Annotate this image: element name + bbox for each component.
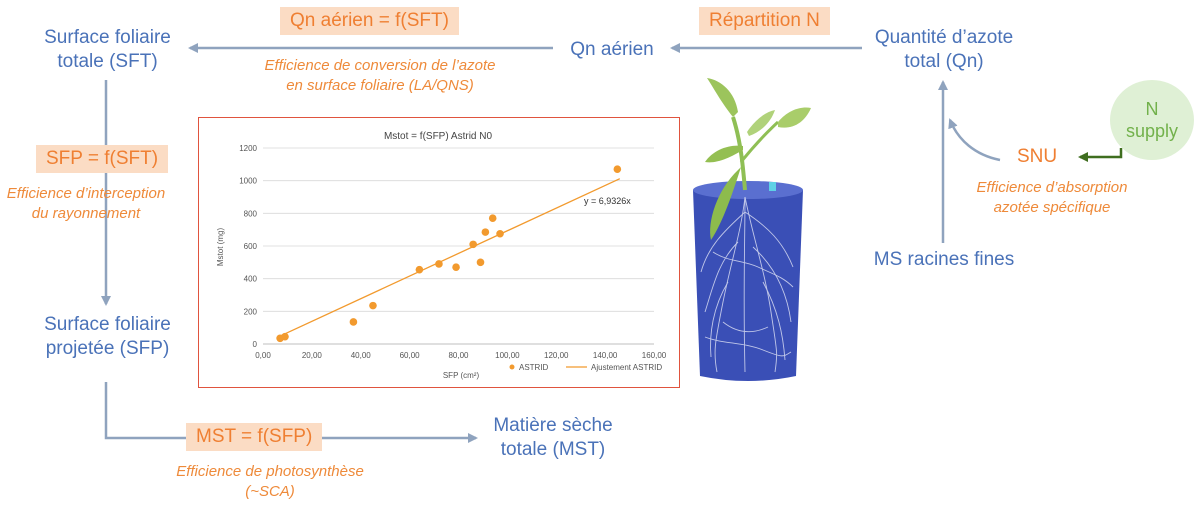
chart-legend: ASTRID Ajustement ASTRID bbox=[509, 363, 662, 372]
x-tick-label: 40,00 bbox=[351, 351, 372, 360]
data-point bbox=[452, 263, 460, 272]
plant-stem bbox=[731, 116, 747, 191]
node-sfp-line1: Surface foliaire bbox=[44, 314, 171, 335]
plant-leaf bbox=[778, 107, 811, 128]
node-mst-line2: totale (MST) bbox=[500, 439, 606, 460]
fit-line bbox=[279, 178, 621, 337]
y-tick-label: 0 bbox=[253, 340, 258, 349]
efficiency-interception-line1: Efficience d’interception bbox=[6, 185, 166, 202]
node-sft: Surface foliaire totale (SFT) bbox=[20, 26, 195, 74]
n-supply-line1: N bbox=[1145, 99, 1159, 119]
efficiency-conversion-line1: Efficience de conversion de l’azote bbox=[264, 57, 496, 74]
box-sfp-sft: SFP = f(SFT) bbox=[36, 145, 169, 173]
data-point bbox=[369, 301, 377, 310]
efficiency-photosynthese: Efficience de photosynthèse (~SCA) bbox=[150, 462, 390, 502]
plant-pot-photo bbox=[693, 78, 811, 381]
data-point bbox=[349, 318, 358, 326]
y-tick-label: 400 bbox=[244, 275, 258, 284]
chart-points bbox=[276, 165, 622, 343]
chart-title: Mstot = f(SFP) Astrid N0 bbox=[384, 131, 493, 142]
node-sft-line2: totale (SFT) bbox=[57, 51, 158, 72]
efficiency-interception-line2: du rayonnement bbox=[31, 205, 141, 222]
x-tick-label: 140,00 bbox=[593, 351, 618, 360]
plant-leaf bbox=[707, 78, 738, 117]
efficiency-absorption-line2: azotée spécifique bbox=[993, 199, 1111, 216]
x-tick-label: 120,00 bbox=[544, 351, 569, 360]
box-repartition: Répartition N bbox=[699, 7, 830, 35]
pot-body bbox=[693, 183, 803, 381]
x-tick-label: 60,00 bbox=[400, 351, 421, 360]
legend-label-fit: Ajustement ASTRID bbox=[591, 363, 662, 372]
node-sfp-line2: projetée (SFP) bbox=[45, 338, 170, 359]
arrow-sfp-to-mst bbox=[104, 382, 478, 443]
chart-annotation: y = 6,9326x bbox=[584, 196, 631, 206]
box-qn-sft: Qn aérien = f(SFT) bbox=[280, 7, 459, 35]
data-point bbox=[415, 265, 424, 274]
data-point bbox=[281, 332, 289, 341]
node-sfp: Surface foliaire projetée (SFP) bbox=[20, 313, 195, 361]
chart-fit-line bbox=[279, 178, 621, 337]
data-point bbox=[469, 240, 477, 249]
arrow-snu-curve bbox=[948, 118, 1001, 162]
efficiency-photosynthese-line2: (~SCA) bbox=[245, 483, 295, 500]
node-ms-racines: MS racines fines bbox=[873, 249, 1015, 270]
node-mst-line1: Matière sèche bbox=[493, 415, 613, 436]
scatter-chart: Mstot = f(SFP) Astrid N0 Mstot (mg) SFP … bbox=[198, 117, 680, 388]
legend-marker-astrid bbox=[509, 364, 515, 370]
x-tick-label: 160,00 bbox=[642, 351, 667, 360]
arrow-supply-to-snu bbox=[1078, 148, 1123, 162]
n-supply-line2: supply bbox=[1125, 121, 1179, 141]
y-tick-label: 200 bbox=[244, 307, 258, 316]
data-point bbox=[481, 228, 490, 236]
chart-xlabel: SFP (cm²) bbox=[443, 371, 480, 380]
node-snu: SNU bbox=[1016, 146, 1058, 167]
box-mst-sfp: MST = f(SFP) bbox=[186, 423, 323, 451]
node-qn-aerien: Qn aérien bbox=[570, 39, 654, 60]
y-tick-label: 1200 bbox=[239, 144, 257, 153]
pot-rim bbox=[693, 181, 803, 199]
chart-svg: Mstot = f(SFP) Astrid N0 Mstot (mg) SFP … bbox=[216, 131, 667, 380]
y-tick-label: 600 bbox=[244, 242, 258, 251]
node-qn-line2: total (Qn) bbox=[904, 51, 984, 72]
chart-ticks: 0 200 400 600 800 1000 1200 0,00 20,00 40,00 60,00… bbox=[239, 144, 667, 360]
x-tick-label: 0,00 bbox=[255, 351, 271, 360]
efficiency-conversion: Efficience de conversion de l’azote en s… bbox=[220, 56, 540, 96]
node-qn-total: Quantité d’azote total (Qn) bbox=[858, 26, 1030, 74]
plant-leaf bbox=[705, 145, 743, 163]
data-point bbox=[488, 214, 497, 223]
data-point bbox=[613, 165, 622, 174]
efficiency-absorption: Efficience d’absorption azotée spécifiqu… bbox=[950, 178, 1154, 218]
n-supply-circle: N supply bbox=[1110, 80, 1194, 160]
efficiency-conversion-line2: en surface foliaire (LA/QNS) bbox=[286, 77, 474, 94]
data-point bbox=[496, 229, 504, 238]
efficiency-absorption-line1: Efficience d’absorption bbox=[976, 179, 1128, 196]
data-point bbox=[435, 260, 443, 268]
node-sft-line1: Surface foliaire bbox=[44, 27, 171, 48]
y-tick-label: 1000 bbox=[239, 177, 257, 186]
data-point bbox=[476, 258, 485, 267]
node-qn-line1: Quantité d’azote bbox=[874, 27, 1014, 48]
legend-label-astrid: ASTRID bbox=[519, 363, 549, 372]
efficiency-photosynthese-line1: Efficience de photosynthèse bbox=[176, 463, 364, 480]
y-tick-label: 800 bbox=[244, 209, 258, 218]
x-tick-label: 100,00 bbox=[495, 351, 520, 360]
pot-tag bbox=[769, 182, 776, 191]
x-tick-label: 20,00 bbox=[302, 351, 323, 360]
chart-ylabel: Mstot (mg) bbox=[216, 228, 225, 267]
x-tick-label: 80,00 bbox=[448, 351, 469, 360]
plant-leaf bbox=[710, 167, 741, 240]
efficiency-interception: Efficience d’interception du rayonnement bbox=[0, 184, 172, 224]
node-mst: Matière sèche totale (MST) bbox=[478, 414, 628, 462]
plant-leaf bbox=[747, 110, 775, 136]
roots bbox=[700, 196, 794, 373]
chart-grid bbox=[263, 147, 654, 345]
